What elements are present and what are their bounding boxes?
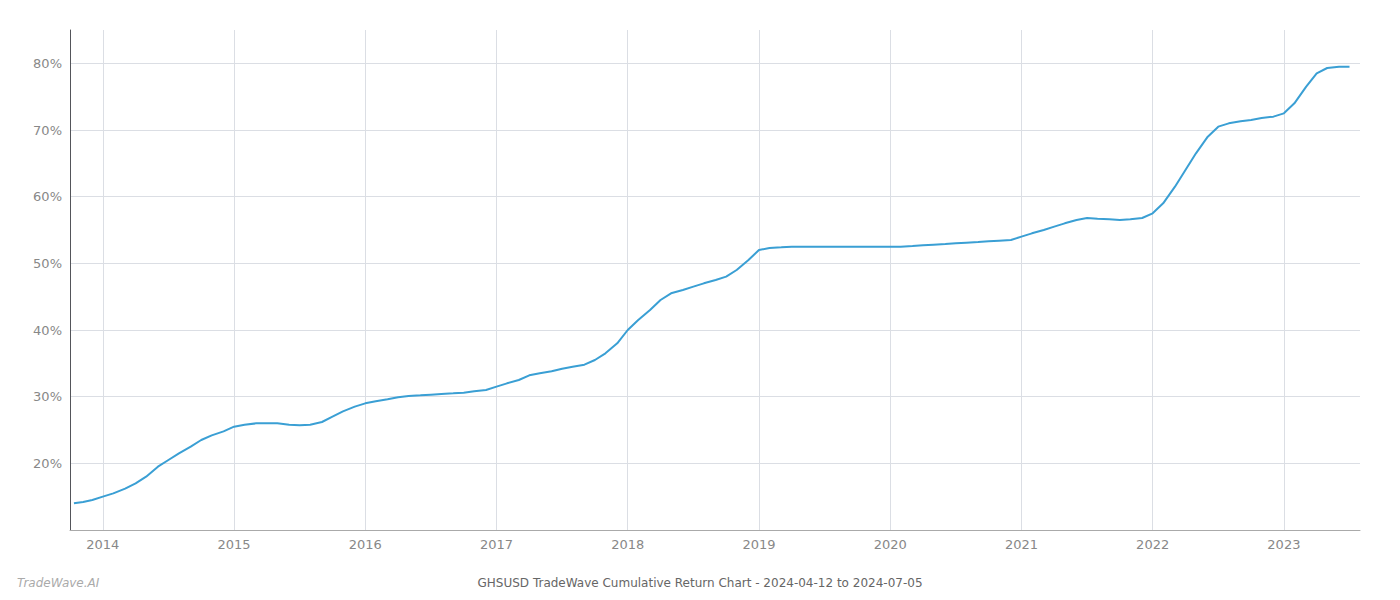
- svg-text:2022: 2022: [1136, 537, 1169, 552]
- svg-text:2019: 2019: [742, 537, 775, 552]
- svg-text:40%: 40%: [33, 323, 62, 338]
- svg-text:2016: 2016: [349, 537, 382, 552]
- svg-text:60%: 60%: [33, 189, 62, 204]
- svg-text:30%: 30%: [33, 389, 62, 404]
- svg-text:2021: 2021: [1005, 537, 1038, 552]
- svg-text:2017: 2017: [480, 537, 513, 552]
- svg-text:2015: 2015: [217, 537, 250, 552]
- svg-text:TradeWave.AI: TradeWave.AI: [17, 576, 100, 590]
- svg-text:20%: 20%: [33, 456, 62, 471]
- svg-text:2023: 2023: [1267, 537, 1300, 552]
- svg-text:2018: 2018: [611, 537, 644, 552]
- svg-text:50%: 50%: [33, 256, 62, 271]
- svg-text:2020: 2020: [874, 537, 907, 552]
- svg-text:70%: 70%: [33, 123, 62, 138]
- svg-text:80%: 80%: [33, 56, 62, 71]
- svg-text:GHSUSD TradeWave Cumulative Re: GHSUSD TradeWave Cumulative Return Chart…: [477, 576, 922, 590]
- svg-text:2014: 2014: [86, 537, 119, 552]
